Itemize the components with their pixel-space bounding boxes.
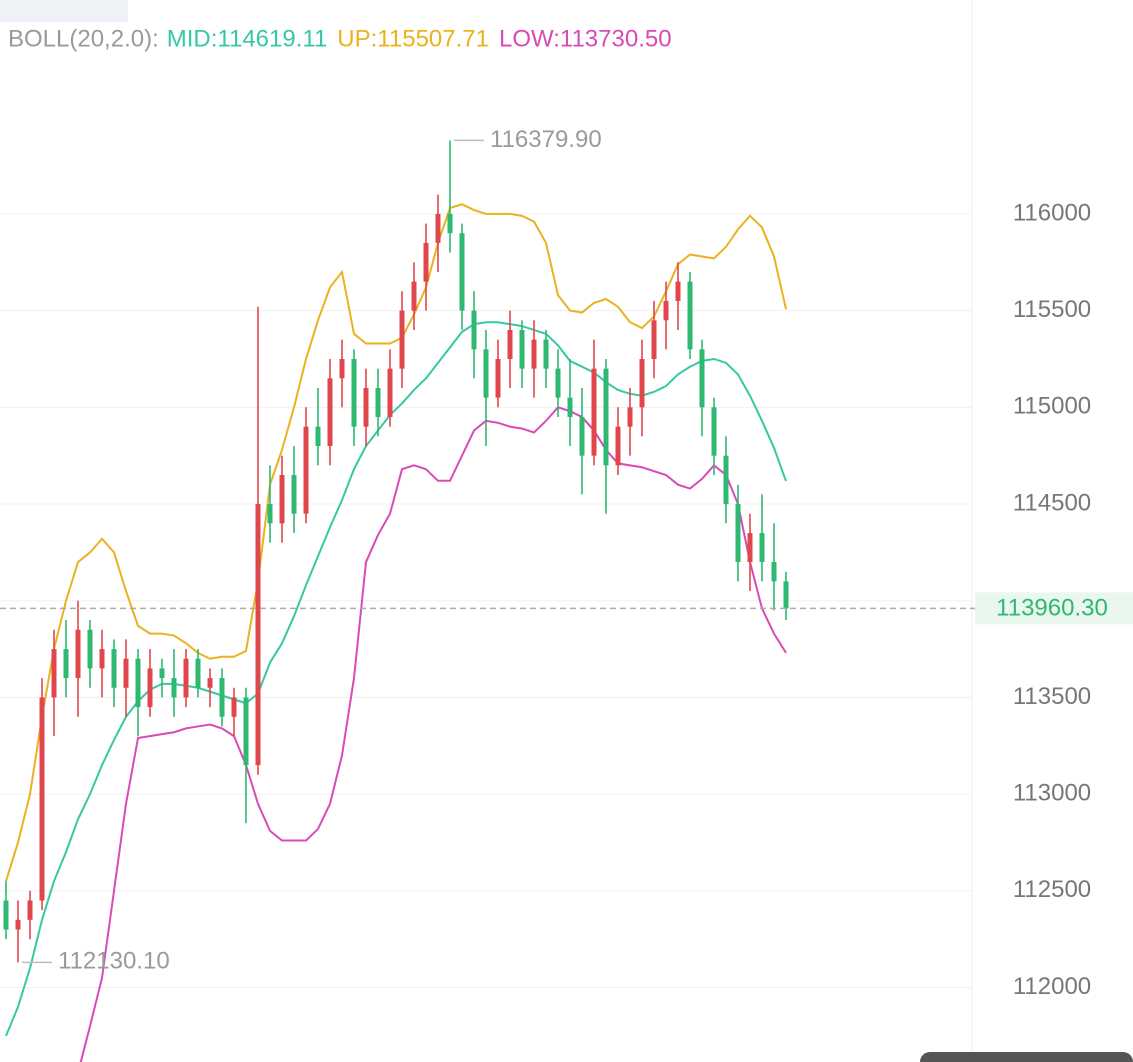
candle-body	[351, 358, 357, 427]
candle-body	[99, 649, 105, 669]
candle-body	[759, 533, 765, 563]
candle-body	[735, 504, 741, 563]
last-price-label: 113960.30	[996, 595, 1108, 622]
candle-body	[483, 349, 489, 398]
y-tick-label: 113000	[1013, 779, 1091, 806]
candle-body	[471, 310, 477, 350]
candle-body	[159, 668, 165, 679]
candle-body	[567, 397, 573, 417]
y-tick-label: 116000	[1013, 199, 1091, 226]
candle-body	[147, 668, 153, 708]
candle-body	[399, 310, 405, 369]
y-tick-label: 114500	[1013, 489, 1091, 516]
candle-body	[243, 697, 249, 766]
candle-body	[639, 358, 645, 408]
candle-body	[339, 358, 345, 379]
legend-entry: LOW:113730.50	[499, 25, 672, 52]
y-tick-label: 115500	[1013, 296, 1091, 323]
annotation-label: 116379.90	[490, 126, 602, 153]
candle-body	[231, 697, 237, 717]
band-line	[79, 406, 787, 1062]
candle-body	[171, 678, 177, 698]
y-tick-label: 112000	[1013, 973, 1091, 1000]
y-tick-label: 112500	[1013, 876, 1091, 903]
candle-body	[183, 658, 189, 698]
candle-body	[63, 649, 69, 679]
candle-body	[291, 475, 297, 514]
candle-body	[495, 358, 501, 398]
candle-body	[651, 320, 657, 359]
candle-body	[387, 368, 393, 417]
candle-body	[219, 678, 225, 717]
candle-body	[111, 649, 117, 688]
candle-body	[771, 562, 777, 582]
candle-body	[507, 329, 513, 359]
candle-body	[315, 426, 321, 446]
candle-body	[435, 213, 441, 243]
candle-body	[375, 387, 381, 417]
candle-body	[255, 504, 261, 766]
candle-body	[75, 629, 81, 679]
candle-body	[267, 504, 273, 524]
candle-body	[207, 678, 213, 688]
candle-body	[15, 919, 21, 930]
candle-body	[603, 368, 609, 466]
candle-body	[723, 455, 729, 505]
candle-body	[87, 629, 93, 669]
candle-body	[543, 339, 549, 369]
candle-body	[747, 533, 753, 563]
legend-entry: UP:115507.71	[337, 25, 489, 52]
band-line	[5, 203, 787, 882]
band-line	[5, 321, 787, 1037]
candle-body	[627, 407, 633, 427]
grid	[0, 213, 972, 989]
candle-body	[363, 387, 369, 427]
candle-body	[3, 900, 9, 930]
legend-entry: MID:114619.11	[167, 25, 328, 52]
candle-body	[279, 475, 285, 524]
y-tick-label: 115000	[1013, 393, 1091, 420]
candle-body	[615, 426, 621, 466]
candle-body	[591, 368, 597, 456]
candle-body	[519, 329, 525, 369]
candle-body	[195, 658, 201, 688]
candle-body	[783, 581, 789, 609]
candle-body	[411, 281, 417, 311]
indicator-name: BOLL(20,2.0):	[8, 25, 159, 52]
tab[interactable]	[0, 0, 128, 22]
candle-body	[27, 900, 33, 920]
candle-body	[459, 233, 465, 311]
bottom-control[interactable]	[920, 1052, 1133, 1062]
last-price-badge	[975, 592, 1133, 625]
candle-body	[327, 378, 333, 446]
candle-body	[123, 658, 129, 688]
candle-body	[531, 339, 537, 369]
plot-area	[0, 140, 972, 1062]
y-tick-label: 113500	[1013, 683, 1091, 710]
annotation-label: 112130.10	[58, 948, 170, 975]
candle-body	[303, 426, 309, 514]
candle-body	[699, 349, 705, 408]
candle-body	[711, 407, 717, 456]
candle-body	[39, 697, 45, 901]
candle-body	[663, 300, 669, 321]
candle-body	[555, 368, 561, 398]
candle-body	[423, 242, 429, 282]
candle-body	[135, 658, 141, 708]
overlay: 112000 112500 113000 113500 114500 115000 1155…	[8, 25, 1133, 1000]
candle-body	[687, 281, 693, 350]
candle-body	[675, 281, 681, 301]
candle-body	[579, 416, 585, 456]
candle-body	[447, 213, 453, 234]
candle-body	[51, 649, 57, 698]
